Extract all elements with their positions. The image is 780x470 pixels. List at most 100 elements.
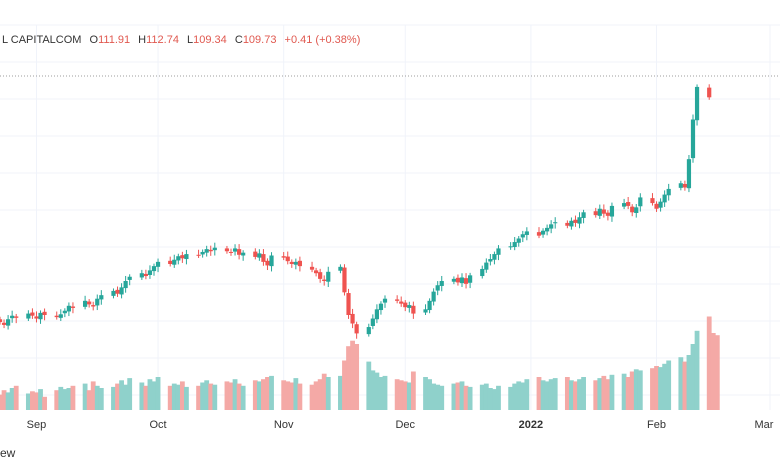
footer-view-label[interactable]: ew xyxy=(0,446,16,460)
candle-body xyxy=(91,305,96,307)
volume-bar xyxy=(127,378,133,410)
volume-bar xyxy=(508,386,514,410)
volume-bar xyxy=(601,375,607,410)
candle-body xyxy=(151,266,157,272)
volume-bar xyxy=(382,375,388,410)
volume-bar xyxy=(269,375,274,410)
volume-bar xyxy=(38,389,43,410)
volume-bar xyxy=(228,382,234,410)
candle-body xyxy=(10,315,15,319)
volume-bar xyxy=(265,377,270,410)
symbol-name: L CAPITALCOM xyxy=(2,34,82,46)
candle-body xyxy=(196,254,201,256)
volume-bar xyxy=(662,363,668,410)
volume-bar xyxy=(13,385,19,410)
volume-bar xyxy=(208,383,214,410)
candle-body xyxy=(545,227,550,232)
candle-body xyxy=(176,256,181,261)
volume-bar xyxy=(236,383,242,410)
volume-bar xyxy=(338,375,343,410)
low-value: 109.34 xyxy=(193,34,227,46)
volume-bar xyxy=(650,368,655,410)
volume-bar xyxy=(536,377,542,410)
candle-body xyxy=(346,293,351,315)
volume-bar xyxy=(346,346,351,410)
candle-body xyxy=(338,266,343,271)
volume-bar xyxy=(94,385,100,410)
volume-bar xyxy=(309,384,315,410)
x-tick-label: Nov xyxy=(274,419,294,431)
candle-body xyxy=(455,277,461,283)
candle-body xyxy=(609,205,615,217)
ohlc-legend: L CAPITALCOM O111.91 H112.74 L109.34 C10… xyxy=(2,34,360,46)
candle-body xyxy=(58,314,63,318)
candle-body xyxy=(180,255,185,259)
candle-body xyxy=(540,230,546,235)
candle-body xyxy=(374,309,379,320)
candle-body xyxy=(119,287,124,295)
close-value: 109.73 xyxy=(242,34,277,46)
open-value: 111.91 xyxy=(98,34,131,46)
volume-bar xyxy=(483,383,489,410)
volume-bar xyxy=(496,385,501,410)
volume-bar xyxy=(552,378,558,410)
candle-body xyxy=(289,261,294,264)
candle-body xyxy=(326,271,331,282)
volume-bar xyxy=(204,380,210,410)
volume-bar xyxy=(605,379,611,410)
volume-bar xyxy=(200,382,206,410)
volume-bar xyxy=(171,383,177,410)
volume-bar xyxy=(629,371,635,410)
candle-body xyxy=(601,209,606,214)
volume-bar xyxy=(398,380,404,410)
volume-bar xyxy=(540,380,546,410)
volume-bar xyxy=(366,361,372,410)
volume-bar xyxy=(710,333,716,410)
volume-bar xyxy=(0,394,3,410)
candle-body xyxy=(370,318,375,326)
candle-body xyxy=(439,281,444,286)
volume-bar xyxy=(281,380,287,410)
candle-body xyxy=(435,285,440,291)
candle-body xyxy=(184,254,189,260)
candle-body xyxy=(638,197,643,207)
candle-body xyxy=(168,260,173,264)
volume-bar xyxy=(479,384,485,410)
candle-body xyxy=(690,119,696,159)
volume-bar xyxy=(98,388,104,410)
volume-bar xyxy=(82,383,88,410)
candle-body xyxy=(366,327,371,335)
volume-bar xyxy=(439,385,445,410)
candle-body xyxy=(605,212,610,216)
volume-bar xyxy=(569,380,574,410)
volume-bar xyxy=(633,369,639,410)
candle-body xyxy=(232,248,238,252)
candle-body xyxy=(354,324,359,334)
candle-body xyxy=(573,219,578,223)
candle-body xyxy=(38,312,43,320)
volume-bar xyxy=(410,371,416,410)
volume-bar xyxy=(402,381,408,410)
volume-bar xyxy=(139,382,145,410)
candle-body xyxy=(686,159,692,189)
volume-bar xyxy=(354,344,360,410)
volume-bar xyxy=(581,377,586,410)
candle-body xyxy=(155,261,161,267)
candle-body xyxy=(342,267,347,293)
volume-bar xyxy=(406,382,412,410)
candle-body xyxy=(463,278,469,284)
candle-body xyxy=(241,252,246,256)
candle-body xyxy=(26,313,31,319)
volume-bar xyxy=(609,374,615,410)
candle-body xyxy=(0,319,3,323)
candle-body xyxy=(139,273,144,278)
candle-body xyxy=(95,298,100,306)
candle-body xyxy=(269,255,274,267)
volume-bar xyxy=(686,355,692,410)
volume-bar xyxy=(54,390,60,410)
high-value: 112.74 xyxy=(146,34,179,46)
candle-body xyxy=(382,298,388,303)
x-tick-label: Oct xyxy=(149,419,166,431)
